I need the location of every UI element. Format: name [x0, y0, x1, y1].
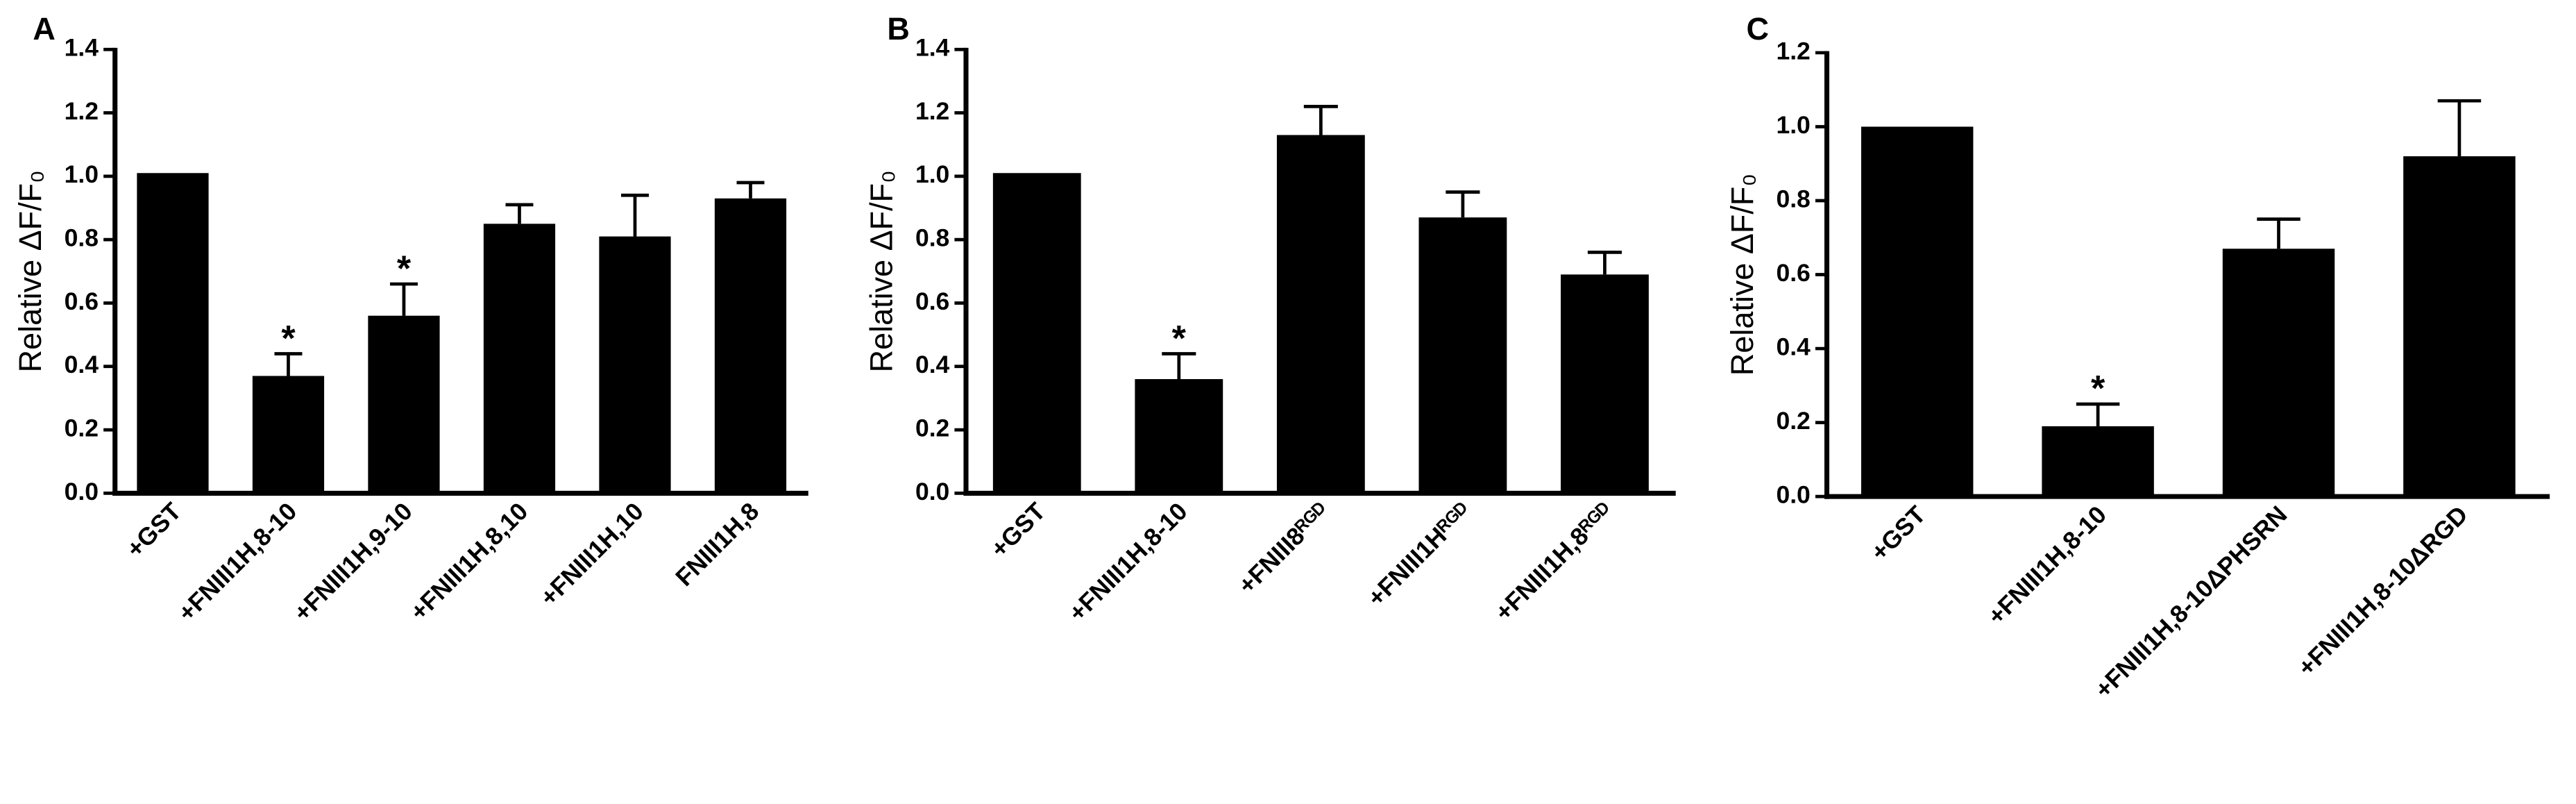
y-tick-label: 0.2	[915, 414, 949, 442]
y-tick-label: 1.4	[65, 34, 99, 62]
x-tick-label: +GST	[121, 497, 187, 563]
bar	[1561, 274, 1649, 494]
bar	[483, 224, 556, 494]
bar	[1861, 126, 1974, 497]
y-axis-label: Relative ΔF/F₀	[1725, 174, 1760, 376]
bar	[252, 376, 325, 494]
y-tick-label: 0.0	[65, 478, 99, 505]
y-tick-label: 1.0	[915, 160, 949, 188]
x-tick-label: +FNIII1H,8-10ΔRGD	[2292, 501, 2473, 681]
bar	[714, 198, 787, 494]
bar	[2222, 249, 2335, 497]
x-tick-label: +FNIII1H,8-10	[173, 497, 303, 627]
significance-star: *	[281, 319, 296, 359]
bar	[992, 173, 1081, 494]
y-axis-label: Relative ΔF/F₀	[863, 170, 899, 372]
significance-star: *	[397, 249, 412, 289]
y-tick-label: 0.0	[1776, 480, 1810, 508]
x-tick-label: +FNIII1H,8-10	[1982, 501, 2112, 630]
y-tick-label: 0.8	[915, 224, 949, 252]
x-tick-label: +FNIII1H,8-10	[1063, 497, 1193, 627]
y-tick-label: 0.6	[1776, 259, 1810, 287]
x-tick-label: +FNIII1H,10	[535, 497, 649, 611]
bar	[2403, 156, 2516, 497]
y-tick-label: 1.2	[915, 97, 949, 125]
bar	[1135, 379, 1223, 494]
y-tick-label: 0.6	[65, 287, 99, 315]
bar	[368, 315, 440, 494]
significance-star: *	[2091, 369, 2105, 409]
y-tick-label: 0.4	[65, 351, 99, 378]
y-axis-label: Relative ΔF/F₀	[12, 170, 48, 372]
y-tick-label: 0.8	[65, 224, 99, 252]
y-tick-label: 1.2	[65, 97, 99, 125]
bar	[137, 173, 209, 494]
y-tick-label: 1.2	[1776, 37, 1810, 65]
y-tick-label: 1.0	[65, 160, 99, 188]
x-tick-label: +GST	[985, 497, 1051, 563]
y-tick-label: 0.4	[915, 351, 950, 378]
panel-label: B	[887, 11, 909, 47]
x-tick-label: FNIII1H,8	[670, 497, 765, 592]
y-tick-label: 0.6	[915, 287, 949, 315]
bar	[2042, 426, 2154, 497]
x-tick-label: +FNIII8ᴿᴳᴰ	[1232, 497, 1334, 599]
panel-label: A	[33, 11, 55, 47]
y-tick-label: 0.8	[1776, 185, 1810, 212]
y-tick-label: 0.0	[915, 478, 949, 505]
significance-star: *	[1172, 319, 1187, 359]
y-tick-label: 1.4	[915, 34, 950, 62]
x-tick-label: +FNIII1Hᴿᴳᴰ	[1362, 497, 1477, 612]
y-tick-label: 0.2	[1776, 407, 1810, 435]
bar	[599, 236, 671, 494]
x-tick-label: +FNIII1H,8ᴿᴳᴰ	[1489, 497, 1618, 626]
y-tick-label: 0.4	[1776, 333, 1811, 360]
x-tick-label: +GST	[1865, 501, 1931, 567]
y-tick-label: 1.0	[1776, 111, 1810, 139]
y-tick-label: 0.2	[65, 414, 99, 442]
x-tick-label: +FNIII1H,8,10	[405, 497, 533, 626]
panel-label: C	[1746, 11, 1768, 47]
bar	[1276, 135, 1365, 494]
x-tick-label: +FNIII1H,9-10	[288, 497, 418, 627]
x-tick-label: +FNIII1H,8-10ΔPHSRN	[2090, 501, 2293, 704]
bar	[1418, 217, 1507, 494]
